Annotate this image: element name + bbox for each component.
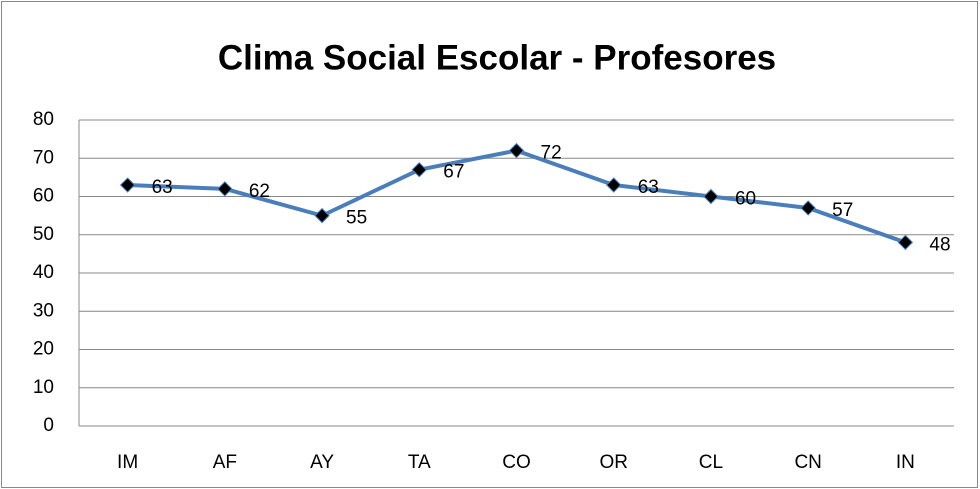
data-label: 57 [832, 200, 853, 221]
x-tick-label: CN [794, 452, 821, 473]
y-tick-label: 60 [33, 186, 54, 207]
data-label: 48 [929, 234, 950, 255]
y-tick-label: 70 [33, 147, 54, 168]
x-tick-label: CL [699, 452, 723, 473]
y-tick-label: 40 [33, 262, 54, 283]
marker [703, 188, 719, 205]
data-label: 60 [735, 189, 756, 210]
x-tick-label: TA [408, 452, 431, 473]
x-tick-label: CO [502, 452, 531, 473]
data-label: 55 [346, 208, 367, 229]
data-label: 62 [249, 181, 270, 202]
y-tick-label: 0 [43, 415, 54, 436]
y-tick-label: 30 [33, 300, 54, 321]
x-tick-label: IN [896, 452, 915, 473]
x-tick-label: IM [117, 452, 138, 473]
chart-title: Clima Social Escolar - Profesores [218, 38, 776, 77]
x-tick-label: OR [599, 452, 628, 473]
x-tick-label: AY [310, 452, 334, 473]
y-tick-label: 20 [33, 339, 54, 360]
data-label: 67 [443, 162, 464, 183]
marker [314, 207, 330, 224]
data-label: 63 [152, 177, 173, 198]
marker [411, 162, 427, 178]
y-tick-label: 50 [33, 224, 54, 245]
y-tick-label: 10 [33, 377, 54, 398]
marker [897, 234, 914, 251]
y-tick-label: 80 [33, 109, 54, 130]
marker [606, 177, 622, 193]
data-label: 63 [638, 177, 659, 198]
marker [119, 177, 136, 193]
data-label: 72 [541, 143, 562, 164]
marker [800, 200, 816, 216]
marker [508, 142, 525, 159]
x-tick-label: AF [213, 452, 237, 473]
marker [217, 181, 233, 197]
